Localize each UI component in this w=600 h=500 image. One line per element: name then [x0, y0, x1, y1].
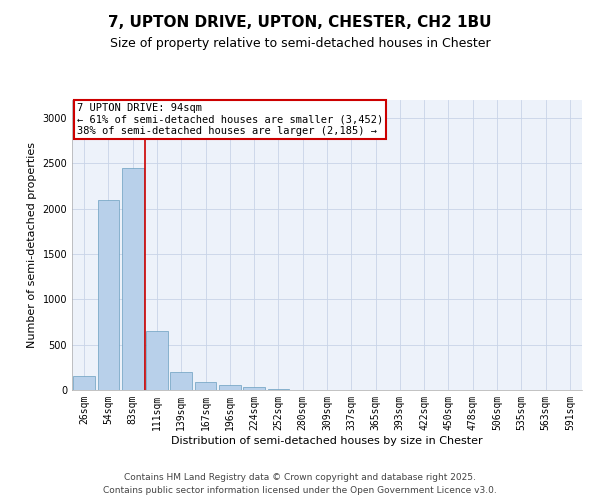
Bar	[194, 382, 217, 390]
Bar	[243, 388, 265, 390]
Y-axis label: Number of semi-detached properties: Number of semi-detached properties	[27, 142, 37, 348]
Bar	[219, 386, 241, 390]
Bar	[170, 372, 192, 390]
Text: 7, UPTON DRIVE, UPTON, CHESTER, CH2 1BU: 7, UPTON DRIVE, UPTON, CHESTER, CH2 1BU	[108, 15, 492, 30]
Bar	[97, 200, 119, 390]
Bar	[73, 376, 95, 390]
Bar	[122, 168, 143, 390]
Bar	[146, 331, 168, 390]
Text: Contains HM Land Registry data © Crown copyright and database right 2025.
Contai: Contains HM Land Registry data © Crown c…	[103, 474, 497, 495]
Text: Size of property relative to semi-detached houses in Chester: Size of property relative to semi-detach…	[110, 38, 490, 51]
Bar	[268, 388, 289, 390]
Text: 7 UPTON DRIVE: 94sqm
← 61% of semi-detached houses are smaller (3,452)
38% of se: 7 UPTON DRIVE: 94sqm ← 61% of semi-detac…	[77, 103, 383, 136]
X-axis label: Distribution of semi-detached houses by size in Chester: Distribution of semi-detached houses by …	[171, 436, 483, 446]
